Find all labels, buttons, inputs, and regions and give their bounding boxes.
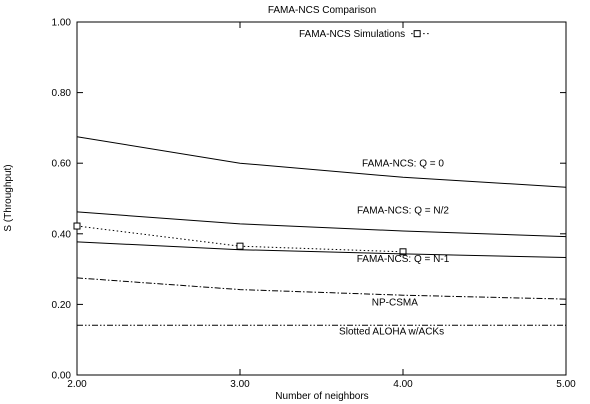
data-point-marker	[73, 222, 81, 230]
plot-frame	[76, 21, 567, 376]
data-point-marker	[236, 242, 244, 250]
y-tick-label: 0.60	[52, 159, 72, 170]
y-tick-label: 0.40	[52, 229, 72, 240]
x-axis-label: Number of neighbors	[275, 391, 368, 402]
series-line-4	[76, 277, 567, 300]
x-tick-label: 3.00	[230, 379, 250, 390]
annotations-layer: FAMA-NCS: Q = 0 FAMA-NCS: Q = N/2 FAMA-NCS…	[339, 159, 450, 338]
y-tick-label: 0.20	[52, 300, 72, 311]
chart-title: FAMA-NCS Comparison	[268, 5, 376, 16]
series-line-3	[76, 241, 567, 258]
data-point-marker	[399, 248, 407, 256]
curve-annotation: NP-CSMA	[372, 297, 418, 308]
x-tick-label: 5.00	[556, 379, 576, 390]
legend: FAMA-NCS Simulations	[299, 29, 430, 40]
curve-annotation: FAMA-NCS: Q = N/2	[357, 206, 449, 217]
series-line-1	[76, 136, 567, 188]
curve-annotation: FAMA-NCS: Q = N-1	[357, 254, 450, 265]
series-layer	[73, 136, 567, 326]
y-tick-label: 0.80	[52, 88, 72, 99]
y-axis-label: S (Throughput)	[3, 164, 14, 231]
y-tick-label: 0.00	[52, 371, 72, 382]
legend-label: FAMA-NCS Simulations	[299, 29, 405, 40]
x-tick-label: 4.00	[393, 379, 413, 390]
y-tick-label: 1.00	[52, 18, 72, 29]
curve-annotation: FAMA-NCS: Q = 0	[362, 159, 444, 170]
series-line-2	[76, 211, 567, 238]
curve-annotation: Slotted ALOHA w/ACKs	[339, 326, 444, 337]
axis-ticks: 0.00 0.20 0.40 0.60 0.80 1.00 2.00 3.00 4.00 5.00	[52, 18, 577, 391]
legend-marker-sample	[413, 30, 421, 38]
x-tick-label: 2.00	[67, 379, 87, 390]
